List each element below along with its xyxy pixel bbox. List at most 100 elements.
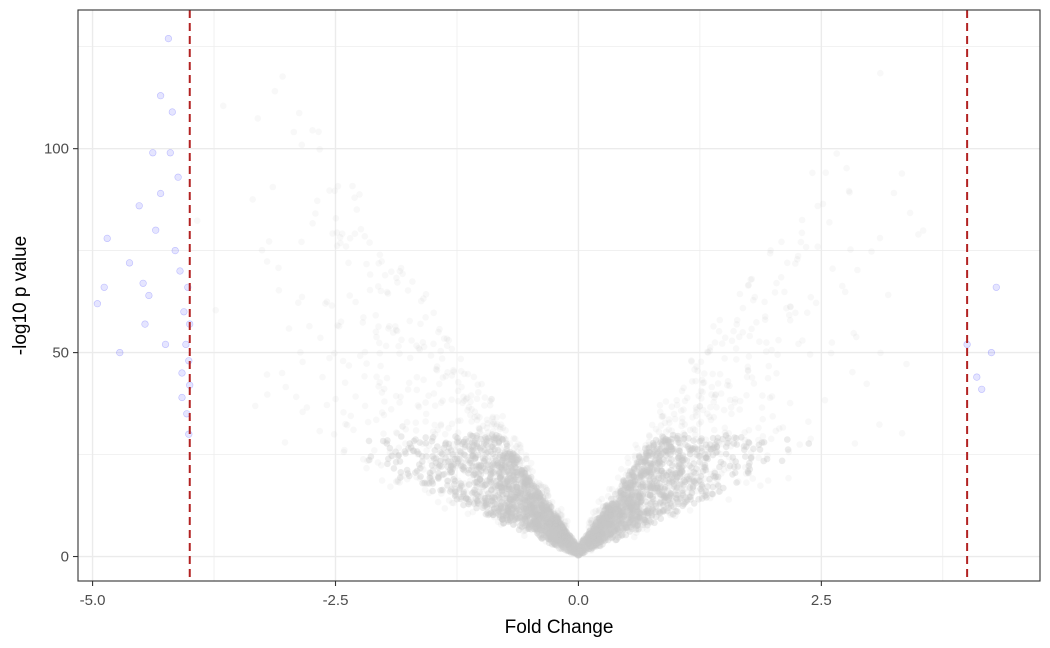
background-point [634,517,641,524]
background-point [477,462,485,469]
background-point [503,476,511,483]
background-point [593,518,600,526]
background-point [761,298,768,306]
background-point [661,483,669,491]
background-point [551,537,558,545]
background-point [647,491,654,499]
background-point [553,532,561,540]
background-point [513,448,521,456]
background-point [681,478,689,486]
background-point [349,182,356,190]
background-point [591,529,598,537]
background-point [622,517,630,524]
background-point [662,493,669,500]
background-point [494,509,502,516]
background-point [312,210,319,217]
background-point [745,462,753,470]
background-point [596,518,604,525]
x-tick-label: -2.5 [323,592,349,609]
background-point [670,483,678,490]
background-point [778,457,786,465]
background-point [447,447,455,454]
background-point [611,514,618,522]
background-point [361,402,369,410]
background-point [711,426,718,434]
background-point [627,521,635,529]
background-point [488,487,495,494]
background-point [715,483,722,490]
background-point [561,533,569,541]
background-point [571,546,579,553]
significant-points-layer [93,34,1000,438]
background-point [690,425,697,433]
background-point [547,533,554,541]
background-point [658,467,666,475]
background-point [758,439,766,446]
x-tick-label: 2.5 [811,592,832,609]
background-point [521,466,528,474]
background-point [649,460,656,467]
background-point [690,468,698,476]
background-point [743,479,750,487]
background-point [615,500,622,507]
background-point [513,483,520,490]
background-point [630,515,637,522]
background-point [774,351,781,359]
background-point [510,486,517,494]
background-point [551,541,558,548]
background-point [576,545,583,553]
background-point [608,500,616,508]
background-point [761,316,769,324]
background-point [361,233,369,240]
background-point [497,512,504,519]
background-point [558,505,565,513]
background-point [460,438,468,446]
background-point [749,475,757,482]
background-point [676,453,683,460]
background-point [421,478,429,486]
background-point [698,442,705,449]
background-point [609,533,617,541]
background-point [675,447,683,455]
significant-point [182,340,190,349]
background-point [317,334,324,342]
background-point [378,389,386,396]
background-point [642,509,649,516]
background-point [633,514,641,521]
background-point [547,511,554,519]
background-point [685,475,693,483]
background-point [534,525,541,532]
background-point [716,370,724,378]
background-point [690,477,697,485]
background-point [593,543,600,550]
background-point [745,281,752,289]
background-point [583,537,591,545]
background-point [265,238,273,245]
background-point [854,266,861,274]
background-point [502,512,510,520]
background-point [701,475,709,483]
background-point [660,507,667,514]
background-point [620,526,627,533]
background-point [539,494,547,501]
background-point [556,533,563,540]
background-point [484,448,492,456]
background-point [518,471,526,478]
background-point [460,466,468,474]
background-point [739,304,747,312]
background-point [578,548,585,556]
background-point [510,458,517,465]
background-point [711,468,718,475]
background-point [387,406,395,413]
x-tick-label: 0.0 [568,592,589,609]
background-point [598,522,606,530]
background-point [559,524,567,532]
background-point [412,419,420,427]
background-point [567,533,574,540]
background-point [525,524,533,531]
background-point [682,441,689,449]
background-point [526,501,534,509]
background-point [591,540,599,547]
background-point [597,531,604,538]
background-point [494,500,501,508]
